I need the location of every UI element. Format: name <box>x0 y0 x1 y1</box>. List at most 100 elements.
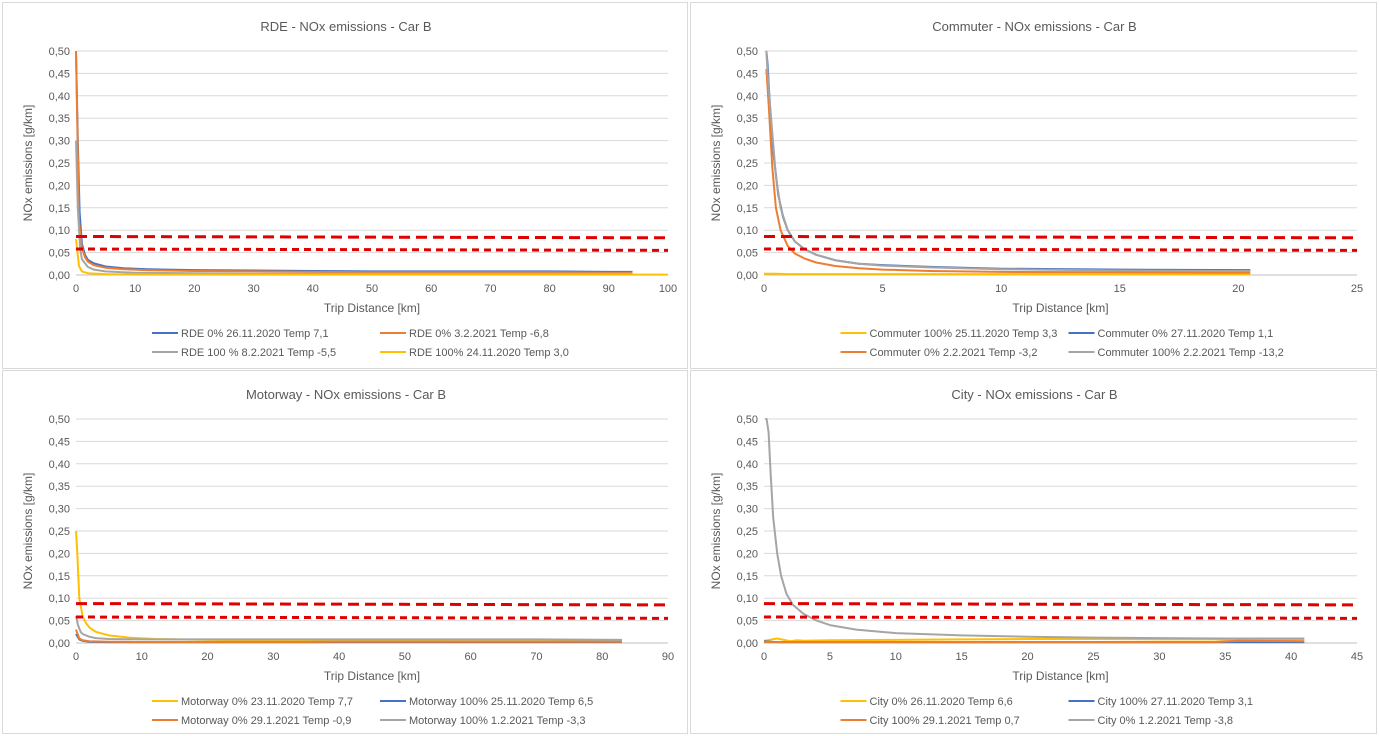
motorway-series-line-3 <box>75 629 622 644</box>
commuter-y-tick-label: 0,35 <box>737 113 758 125</box>
city-y-tick-label: 0,45 <box>737 436 758 448</box>
rde-y-tick-label: 0,40 <box>49 91 70 103</box>
city-limit-line-lower <box>763 615 1358 620</box>
city-chart-title: City - NOx emissions - Car B <box>951 387 1117 402</box>
motorway-y-tick-label: 0,10 <box>49 593 70 605</box>
rde-limit-line-upper <box>75 234 669 240</box>
city-legend-label-4: City 0% 1.2.2021 Temp -3,8 <box>1098 715 1234 727</box>
motorway-x-tick-label: 20 <box>201 651 213 663</box>
city-x-tick-label: 20 <box>1021 651 1033 663</box>
rde-series-line-2 <box>75 50 633 274</box>
motorway-x-tick-label: 10 <box>136 651 148 663</box>
city-y-tick-label: 0,40 <box>737 459 758 471</box>
motorway-x-tick-label: 30 <box>267 651 279 663</box>
commuter-legend-label-1: Commuter 100% 25.11.2020 Temp 3,3 <box>870 328 1058 340</box>
city-y-axis-label: NOx emissions [g/km] <box>709 473 723 590</box>
commuter-y-tick-label: 0,10 <box>737 225 758 237</box>
rde-x-tick-label: 50 <box>366 283 378 295</box>
city-series-line-1 <box>763 637 1305 643</box>
city-y-tick-label: 0,30 <box>737 504 758 516</box>
commuter-legend-label-3: Commuter 0% 2.2.2021 Temp -3,2 <box>870 347 1038 359</box>
city-x-tick-label: 15 <box>956 651 968 663</box>
city-x-tick-label: 25 <box>1087 651 1099 663</box>
commuter-legend: Commuter 100% 25.11.2020 Temp 3,3 Commute… <box>840 328 1284 359</box>
motorway-x-tick-label: 0 <box>73 651 79 663</box>
motorway-y-tick-label: 0,30 <box>49 504 70 516</box>
rde-x-tick-label: 60 <box>425 283 437 295</box>
motorway-series-line-1 <box>75 530 622 643</box>
rde-y-tick-label: 0,05 <box>49 248 70 260</box>
commuter-x-tick-label: 10 <box>995 283 1007 295</box>
motorway-y-tick-label: 0,20 <box>49 548 70 560</box>
commuter-y-tick-label: 0,05 <box>737 248 758 260</box>
rde-x-tick-label: 20 <box>188 283 200 295</box>
chart-panel-motorway: Motorway - NOx emissions - Car B 0,00 0,05… <box>2 370 688 734</box>
rde-y-tick-label: 0,15 <box>49 203 70 215</box>
rde-x-tick-label: 40 <box>307 283 319 295</box>
city-legend-label-1: City 0% 26.11.2020 Temp 6,6 <box>870 696 1013 708</box>
city-x-tick-label: 5 <box>827 651 833 663</box>
city-series-line-3 <box>764 639 1305 644</box>
rde-y-tick-label: 0,20 <box>49 180 70 192</box>
motorway-x-tick-label: 90 <box>662 651 674 663</box>
motorway-y-tick-label: 0,15 <box>49 571 70 583</box>
city-y-tick-label: 0,05 <box>737 616 758 628</box>
motorway-x-tick-label: 70 <box>530 651 542 663</box>
rde-x-tick-label: 70 <box>484 283 496 295</box>
motorway-y-tick-label: 0,00 <box>49 638 70 650</box>
rde-y-tick-label: 0,30 <box>49 136 70 148</box>
motorway-y-tick-label: 0,05 <box>49 616 70 628</box>
rde-y-tick-label: 0,45 <box>49 68 70 80</box>
motorway-x-tick-label: 60 <box>465 651 477 663</box>
city-y-tick-label: 0,35 <box>737 481 758 493</box>
chart-rde: RDE - NOx emissions - Car B 0,00 0,05 0,10 0… <box>21 19 677 359</box>
rde-legend-label-4: RDE 100% 24.11.2020 Temp 3,0 <box>409 347 569 359</box>
rde-y-axis-label: NOx emissions [g/km] <box>21 105 35 222</box>
motorway-x-axis-label: Trip Distance [km] <box>324 669 420 683</box>
city-x-tick-label: 40 <box>1285 651 1297 663</box>
chart-city: City - NOx emissions - Car B 0,00 0,05 0,10… <box>709 387 1363 727</box>
motorway-legend-label-4: Motorway 100% 1.2.2021 Temp -3,3 <box>409 715 586 727</box>
city-y-tick-label: 0,10 <box>737 593 758 605</box>
commuter-chart-title: Commuter - NOx emissions - Car B <box>932 19 1136 34</box>
rde-y-tick-label: 0,10 <box>49 225 70 237</box>
city-y-tick-label: 0,25 <box>737 526 758 538</box>
motorway-legend-label-1: Motorway 0% 23.11.2020 Temp 7,7 <box>181 696 353 708</box>
rde-series-line-4 <box>75 239 668 276</box>
rde-x-tick-label: 80 <box>543 283 555 295</box>
chart-panel-city: City - NOx emissions - Car B 0,00 0,05 0,10… <box>690 370 1377 734</box>
rde-series-line-3 <box>75 140 633 275</box>
commuter-y-tick-label: 0,45 <box>737 68 758 80</box>
commuter-series-line-3 <box>765 68 1251 274</box>
commuter-x-tick-label: 25 <box>1351 283 1363 295</box>
commuter-x-tick-label: 0 <box>761 283 767 295</box>
motorway-limit-line-lower <box>75 615 669 620</box>
motorway-y-tick-label: 0,45 <box>49 436 70 448</box>
rde-x-tick-label: 90 <box>603 283 615 295</box>
motorway-y-tick-label: 0,40 <box>49 459 70 471</box>
chart-panel-commuter: Commuter - NOx emissions - Car B 0,00 0,05… <box>690 2 1377 369</box>
commuter-y-tick-label: 0,40 <box>737 91 758 103</box>
motorway-legend-label-3: Motorway 0% 29.1.2021 Temp -0,9 <box>181 715 351 727</box>
chart-panel-rde: RDE - NOx emissions - Car B 0,00 0,05 0,10 0… <box>2 2 688 369</box>
city-legend-label-2: City 100% 27.11.2020 Temp 3,1 <box>1098 696 1254 708</box>
commuter-limit-line-lower <box>763 247 1358 252</box>
commuter-x-tick-label: 20 <box>1232 283 1244 295</box>
commuter-y-tick-label: 0,30 <box>737 136 758 148</box>
motorway-y-tick-label: 0,25 <box>49 526 70 538</box>
rde-legend-label-3: RDE 100 % 8.2.2021 Temp -5,5 <box>181 347 336 359</box>
city-x-axis-label: Trip Distance [km] <box>1012 669 1108 683</box>
chart-motorway: Motorway - NOx emissions - Car B 0,00 0,05… <box>21 387 674 727</box>
commuter-x-axis-label: Trip Distance [km] <box>1012 301 1108 315</box>
rde-legend-label-2: RDE 0% 3.2.2021 Temp -6,8 <box>409 328 549 340</box>
rde-x-tick-label: 10 <box>129 283 141 295</box>
city-y-tick-label: 0,00 <box>737 638 758 650</box>
rde-y-tick-label: 0,25 <box>49 158 70 170</box>
rde-x-tick-label: 0 <box>73 283 79 295</box>
motorway-legend: Motorway 0% 23.11.2020 Temp 7,7 Motorway … <box>152 696 593 727</box>
motorway-limit-line-upper <box>75 602 669 607</box>
city-legend-label-3: City 100% 29.1.2021 Temp 0,7 <box>870 715 1020 727</box>
rde-legend: RDE 0% 26.11.2020 Temp 7,1 RDE 0% 3.2.202… <box>152 328 569 359</box>
city-x-tick-label: 30 <box>1153 651 1165 663</box>
